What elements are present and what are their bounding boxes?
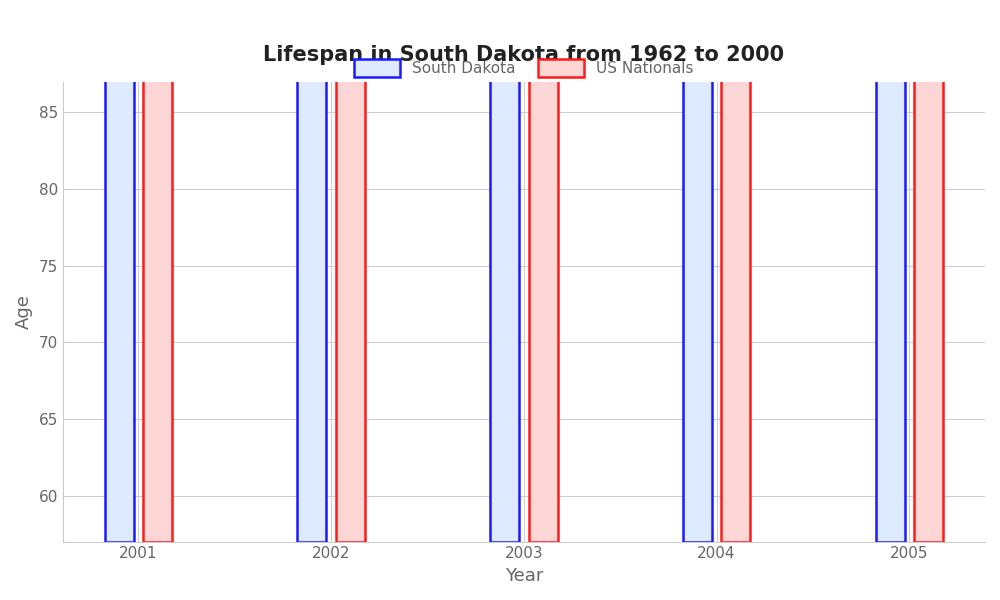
Bar (143, 0, 172, 542)
Y-axis label: Age: Age (15, 294, 33, 329)
Legend: South Dakota, US Nationals: South Dakota, US Nationals (348, 53, 700, 83)
Bar (490, 0, 519, 542)
Bar (683, 0, 712, 542)
Bar (336, 0, 365, 542)
Bar (721, 0, 750, 542)
Bar (105, 0, 134, 542)
Bar (529, 0, 558, 542)
Bar (297, 0, 326, 542)
Title: Lifespan in South Dakota from 1962 to 2000: Lifespan in South Dakota from 1962 to 20… (263, 45, 784, 65)
Bar (914, 0, 943, 542)
Bar (876, 0, 905, 542)
X-axis label: Year: Year (505, 567, 543, 585)
